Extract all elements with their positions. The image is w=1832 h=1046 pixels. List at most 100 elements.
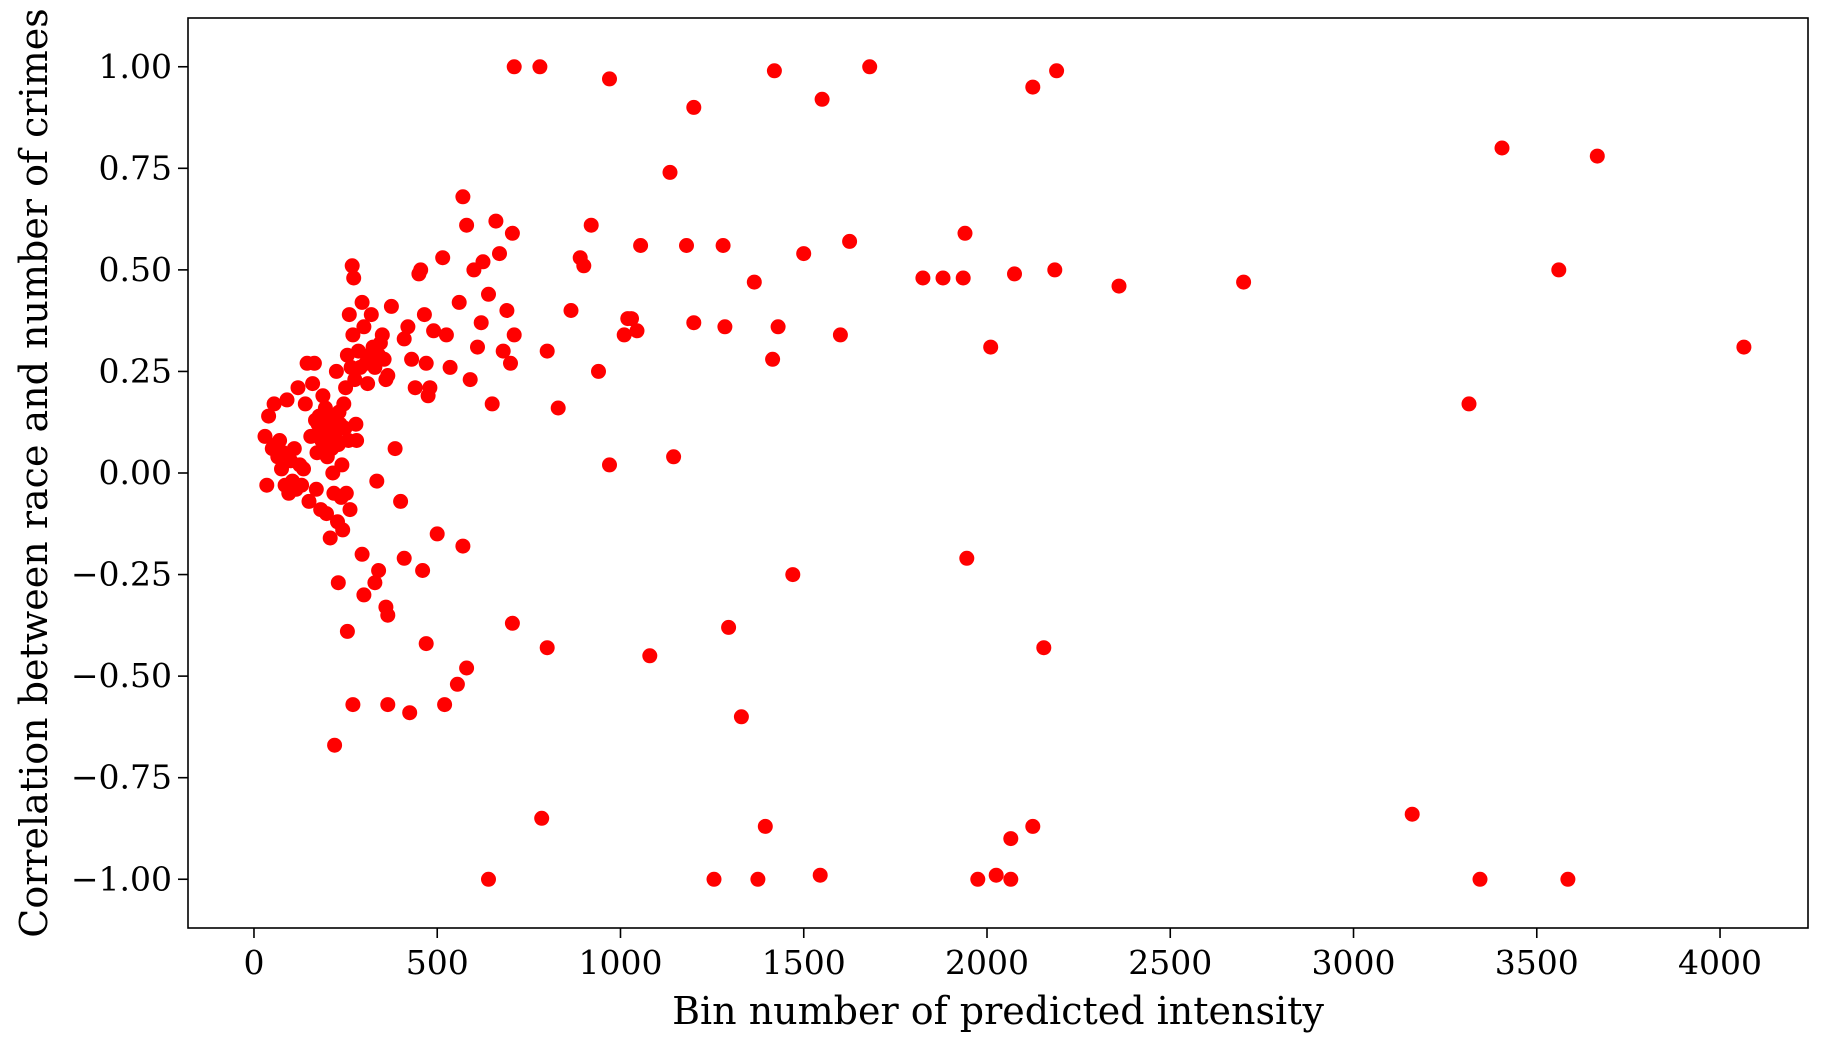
x-tick-label: 1500	[762, 943, 846, 982]
data-point	[539, 640, 555, 656]
data-point	[832, 327, 848, 343]
data-point	[369, 473, 385, 489]
data-point	[706, 871, 722, 887]
data-point	[402, 705, 418, 721]
data-point	[380, 697, 396, 713]
data-point	[296, 461, 311, 477]
data-point	[422, 380, 438, 396]
y-tick-label: −0.50	[71, 656, 172, 695]
data-point	[393, 493, 409, 509]
data-point	[459, 217, 475, 233]
plot-frame	[187, 17, 1809, 929]
data-point	[733, 709, 749, 725]
data-point	[455, 538, 471, 554]
data-point	[1551, 262, 1567, 278]
data-point	[1047, 262, 1063, 278]
data-point	[376, 351, 392, 367]
data-point	[750, 871, 766, 887]
data-point	[721, 619, 737, 635]
y-axis-label: Correlation between race and number of c…	[12, 8, 56, 937]
data-point	[970, 871, 986, 887]
data-point	[354, 546, 370, 562]
data-point	[360, 376, 376, 392]
data-point	[1007, 266, 1022, 282]
data-point	[404, 351, 420, 367]
data-point	[616, 327, 632, 343]
data-point	[746, 274, 762, 290]
data-point	[367, 575, 383, 591]
x-tick-label: 0	[243, 943, 264, 982]
data-point	[662, 164, 678, 180]
data-point	[380, 368, 396, 383]
data-point	[492, 246, 507, 262]
data-point	[335, 522, 351, 538]
x-axis: 0 500 1000 1500 2000 2500 3000 3500 4000	[243, 928, 1762, 982]
x-tick-label: 2500	[1128, 943, 1212, 982]
data-point	[1236, 274, 1252, 290]
data-point	[308, 481, 324, 497]
data-point	[435, 250, 451, 266]
data-point	[418, 355, 434, 371]
y-tick-label: 0.50	[99, 250, 172, 289]
data-point	[624, 311, 639, 327]
data-point	[1589, 148, 1605, 164]
data-point	[328, 363, 344, 379]
data-point	[785, 567, 801, 583]
data-point	[345, 697, 361, 713]
data-point	[983, 339, 999, 355]
data-point	[629, 323, 645, 339]
data-point	[315, 388, 331, 404]
data-point	[1461, 396, 1477, 412]
data-point	[495, 343, 511, 359]
data-point	[602, 71, 617, 87]
data-point	[305, 376, 321, 392]
data-point	[550, 400, 566, 416]
data-point	[294, 477, 310, 493]
data-point	[1003, 871, 1019, 887]
data-point	[387, 441, 403, 457]
data-point	[506, 327, 522, 343]
scatter-points	[257, 59, 1752, 887]
data-point	[286, 441, 302, 457]
data-point	[306, 355, 322, 371]
data-point	[642, 648, 658, 664]
data-point	[796, 246, 812, 262]
data-point	[488, 213, 504, 229]
data-point	[462, 372, 478, 388]
y-tick-label: −1.00	[71, 859, 172, 898]
data-point	[416, 307, 432, 323]
data-point	[413, 262, 429, 278]
data-point	[342, 502, 358, 518]
data-point	[686, 315, 702, 331]
data-point	[407, 380, 423, 396]
data-point	[380, 607, 396, 623]
data-point	[666, 449, 682, 465]
data-point	[451, 294, 467, 310]
data-point	[266, 396, 282, 412]
data-point	[400, 319, 416, 335]
data-point	[438, 327, 454, 343]
data-point	[766, 63, 782, 79]
data-point	[354, 294, 370, 310]
data-point	[503, 355, 518, 371]
x-axis-label: Bin number of predicted intensity	[672, 989, 1324, 1033]
data-point	[765, 351, 781, 367]
data-point	[1003, 831, 1019, 847]
data-point	[449, 676, 465, 692]
data-point	[1111, 278, 1127, 294]
data-point	[583, 217, 599, 233]
data-point	[344, 258, 360, 274]
data-point	[327, 737, 343, 753]
data-point	[633, 238, 649, 253]
data-point	[349, 433, 365, 448]
data-point	[484, 396, 500, 412]
y-tick-label: 0.75	[99, 148, 172, 187]
x-tick-label: 4000	[1678, 943, 1762, 982]
data-point	[371, 563, 387, 578]
data-point	[301, 493, 317, 509]
data-point	[297, 396, 313, 412]
data-point	[348, 416, 364, 432]
data-point	[563, 303, 579, 318]
y-tick-label: 0.00	[99, 453, 172, 492]
